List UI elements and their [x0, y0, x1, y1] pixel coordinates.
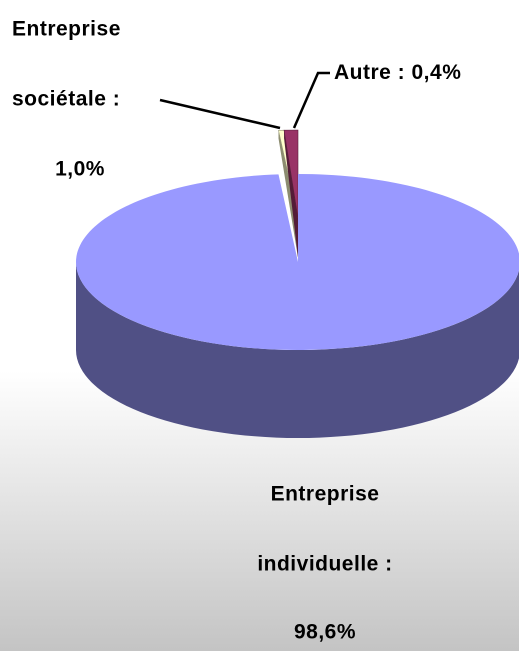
pie-side	[278, 130, 298, 258]
pie-top	[76, 174, 519, 350]
pie-side	[76, 262, 519, 438]
slice-label: Autre :	[334, 61, 412, 84]
slice-label: 1,0%	[55, 158, 105, 181]
pie-top	[283, 129, 299, 219]
slice-label: Entreprise	[12, 18, 121, 41]
slice-label: individuelle :	[257, 553, 392, 576]
slice-label: 98,6%	[294, 621, 356, 644]
slice-label: Entreprise	[271, 483, 380, 506]
leader-line	[292, 71, 330, 129]
pie-side	[284, 130, 298, 258]
pie-slice	[283, 129, 299, 258]
slice-label: Autre : 0,4%	[334, 61, 461, 84]
slice-label: 0,4%	[412, 61, 462, 84]
pie-slice	[76, 174, 519, 438]
leader-line	[159, 98, 281, 130]
slice-label: sociétale :	[12, 88, 120, 111]
